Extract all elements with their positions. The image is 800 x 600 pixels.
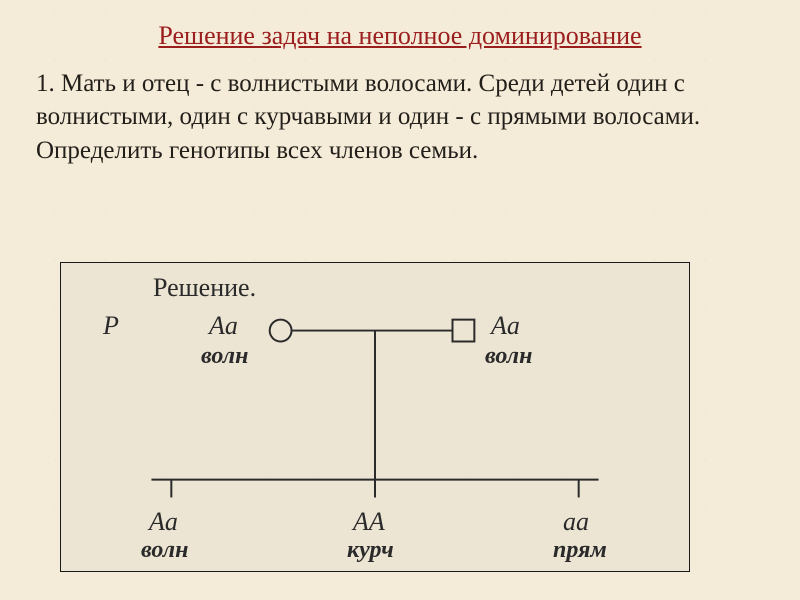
female-icon	[270, 320, 292, 342]
pedigree-svg	[61, 263, 689, 571]
pedigree-diagram: Решение. P Aa волн Aa волн Aa волн AA ку…	[60, 262, 690, 572]
problem-statement: 1. Мать и отец - с волнистыми волосами. …	[0, 51, 800, 168]
page-title: Решение задач на неполное доминирование	[0, 0, 800, 51]
male-icon	[452, 320, 474, 342]
page: Решение задач на неполное доминирование …	[0, 0, 800, 600]
